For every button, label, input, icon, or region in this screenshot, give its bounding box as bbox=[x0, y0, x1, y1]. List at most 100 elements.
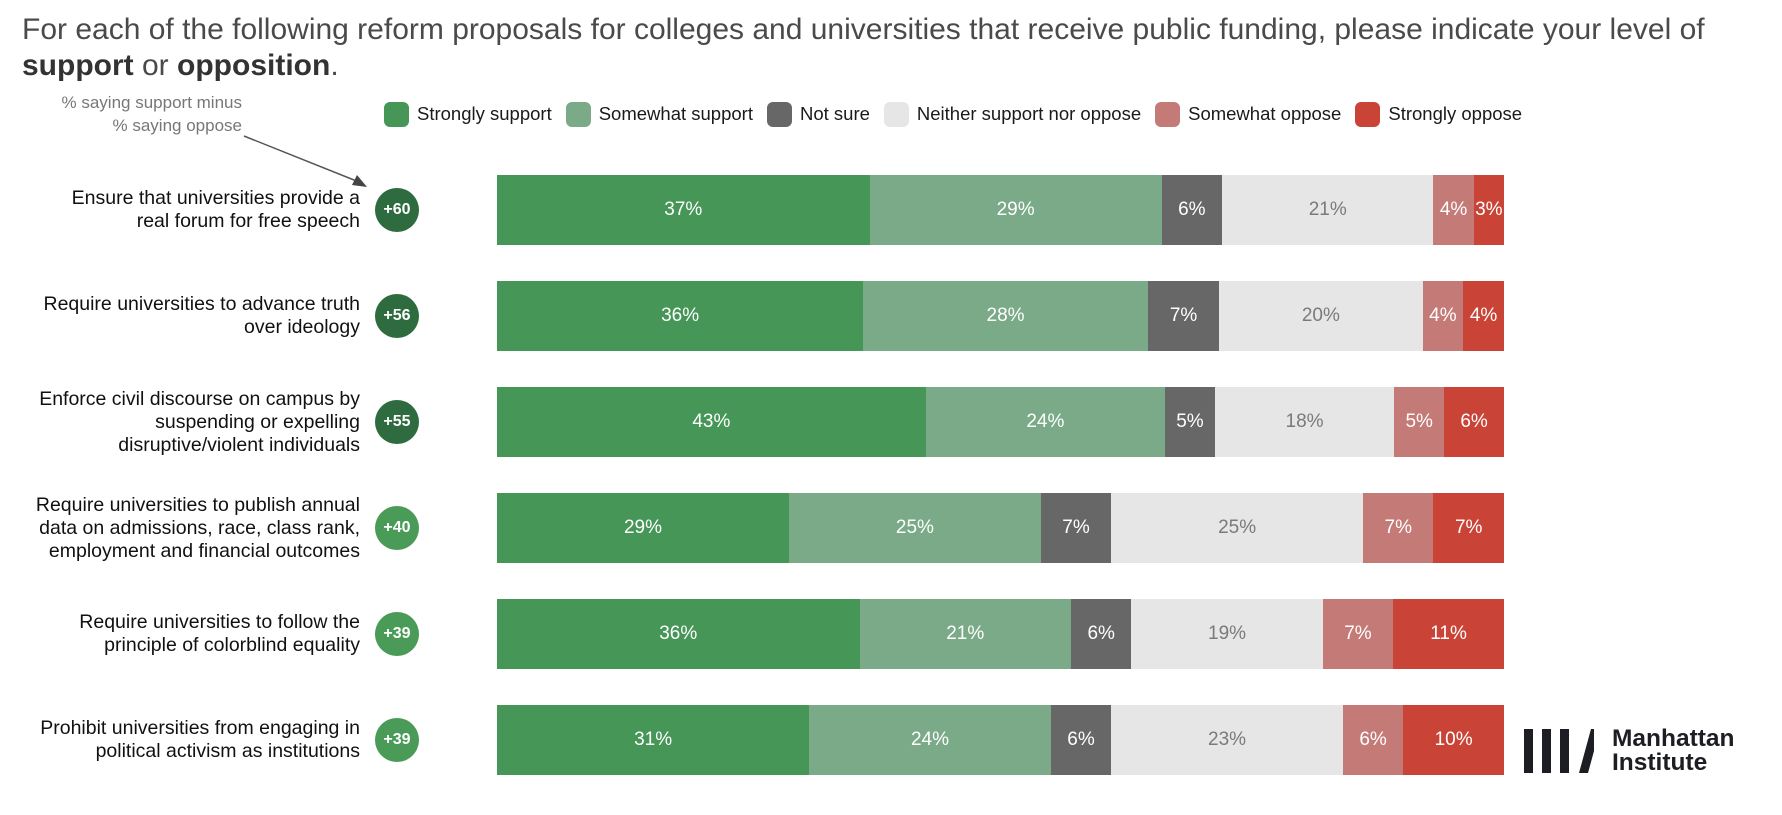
bar-segment-somewhat-support: 24% bbox=[809, 705, 1051, 775]
legend-item-strongly-oppose: Strongly oppose bbox=[1355, 101, 1523, 127]
legend-label: Strongly support bbox=[417, 103, 552, 124]
bar-segment-not-sure: 6% bbox=[1070, 599, 1132, 669]
category-label-line: employment and financial outcomes bbox=[48, 539, 360, 562]
bar-segment-somewhat-oppose: 7% bbox=[1322, 599, 1394, 669]
bar-segment-somewhat-oppose: 4% bbox=[1422, 281, 1464, 351]
bar-segment-not-sure: 7% bbox=[1147, 281, 1220, 351]
legend-swatch bbox=[766, 101, 792, 127]
logo-line-2: Institute bbox=[1612, 749, 1708, 776]
category-label-line: over ideology bbox=[244, 316, 360, 338]
bar-segment-strongly-oppose: 11% bbox=[1393, 599, 1504, 669]
category-label-line: Require universities to follow the bbox=[79, 611, 360, 633]
category-label-line: disruptive/violent individuals bbox=[118, 433, 360, 456]
category-label-line: political activism as institutions bbox=[95, 740, 360, 762]
bar-segment-not-sure: 6% bbox=[1050, 705, 1112, 775]
legend-swatch bbox=[883, 101, 909, 127]
category-label-line: Enforce civil discourse on campus by bbox=[39, 387, 360, 410]
stacked-bar: 31% 24% 6% 23% 6% 10% bbox=[497, 705, 1504, 775]
bar-segment-strongly-oppose: 4% bbox=[1463, 281, 1504, 351]
legend-item-not-sure: Not sure bbox=[766, 101, 870, 127]
bar-segment-strongly-oppose: 10% bbox=[1403, 705, 1504, 775]
legend-item-strongly-support: Strongly support bbox=[384, 101, 552, 127]
stacked-bar: 43% 24% 5% 18% 5% 6% bbox=[497, 387, 1504, 457]
title-suffix: . bbox=[330, 49, 339, 82]
bar-segment-somewhat-support: 29% bbox=[869, 175, 1162, 245]
chart-title: For each of the following reform proposa… bbox=[22, 12, 1742, 84]
bar-segment-strongly-support: 31% bbox=[497, 705, 810, 775]
legend-swatch bbox=[1355, 101, 1381, 127]
title-mid: or bbox=[133, 49, 178, 82]
bar-segment-strongly-support: 29% bbox=[497, 493, 790, 563]
bar-segment-somewhat-support: 28% bbox=[863, 281, 1148, 351]
legend-label: Somewhat support bbox=[598, 103, 753, 124]
net-score-badge: +55 bbox=[375, 400, 419, 444]
stacked-bar: 36% 21% 6% 19% 7% 11% bbox=[497, 599, 1504, 669]
bar-segment-strongly-support: 36% bbox=[497, 281, 864, 351]
legend-swatch bbox=[565, 101, 591, 127]
bar-segment-strongly-oppose: 7% bbox=[1433, 493, 1504, 563]
bar-segment-somewhat-support: 25% bbox=[789, 493, 1041, 563]
title-bold-support: support bbox=[22, 49, 134, 82]
stacked-bar: 36% 28% 7% 20% 4% 4% bbox=[497, 281, 1504, 351]
category-label-line: Require universities to publish annual bbox=[35, 493, 360, 516]
stacked-bar: 37% 29% 6% 21% 4% 3% bbox=[497, 175, 1504, 245]
category-label-line: suspending or expelling bbox=[155, 410, 360, 433]
category-label: Require universities to publish annual da… bbox=[20, 488, 360, 568]
bar-segment-strongly-support: 37% bbox=[497, 175, 870, 245]
category-label-line: Prohibit universities from engaging in bbox=[40, 717, 360, 739]
bar-segment-not-sure: 5% bbox=[1165, 387, 1215, 457]
legend-swatch bbox=[384, 101, 409, 127]
net-score-badge: +56 bbox=[375, 294, 419, 338]
net-score-badge: +39 bbox=[375, 718, 419, 762]
bar-segment-neither-support-nor-oppose: 23% bbox=[1111, 705, 1343, 775]
legend-label: Not sure bbox=[799, 103, 870, 124]
legend-label: Neither support nor oppose bbox=[916, 103, 1142, 124]
legend-item-somewhat-oppose: Somewhat oppose bbox=[1155, 101, 1342, 127]
category-label: Require universities to advance truth ove… bbox=[20, 276, 360, 356]
logo-text: Manhattan Institute bbox=[1612, 725, 1735, 776]
legend-label: Strongly oppose bbox=[1388, 103, 1523, 124]
bar-segment-neither-support-nor-oppose: 25% bbox=[1111, 493, 1363, 563]
bar-segment-strongly-oppose: 6% bbox=[1444, 387, 1504, 457]
bar-segment-somewhat-support: 21% bbox=[859, 599, 1071, 669]
bar-segment-somewhat-oppose: 7% bbox=[1363, 493, 1434, 563]
category-label-line: Ensure that universities provide a bbox=[71, 187, 360, 209]
bar-segment-neither-support-nor-oppose: 18% bbox=[1214, 387, 1395, 457]
bar-segment-somewhat-oppose: 6% bbox=[1342, 705, 1404, 775]
bar-segment-strongly-support: 43% bbox=[497, 387, 926, 457]
category-label: Require universities to follow the princi… bbox=[20, 594, 360, 674]
bar-segment-somewhat-oppose: 4% bbox=[1433, 175, 1474, 245]
bar-segment-neither-support-nor-oppose: 19% bbox=[1131, 599, 1323, 669]
chart-legend: Strongly support Somewhat support Not sure… bbox=[384, 100, 1536, 128]
bar-segment-somewhat-oppose: 5% bbox=[1394, 387, 1445, 457]
net-score-badge: +40 bbox=[375, 506, 419, 550]
bar-segment-not-sure: 7% bbox=[1040, 493, 1112, 563]
category-label-line: data on admissions, race, class rank, bbox=[39, 516, 360, 539]
logo-line-1: Manhattan bbox=[1612, 725, 1735, 752]
net-score-badge: +39 bbox=[375, 612, 419, 656]
bar-segment-neither-support-nor-oppose: 21% bbox=[1222, 175, 1434, 245]
category-label-line: real forum for free speech bbox=[136, 210, 360, 232]
bar-segment-somewhat-support: 24% bbox=[925, 387, 1165, 457]
legend-label: Somewhat oppose bbox=[1188, 103, 1342, 124]
category-label: Enforce civil discourse on campus by susp… bbox=[20, 382, 360, 462]
logo-bars-icon bbox=[1524, 729, 1594, 773]
net-annotation: % saying support minus % saying oppose bbox=[20, 91, 242, 137]
bar-segment-strongly-support: 36% bbox=[497, 599, 860, 669]
category-label-line: principle of colorblind equality bbox=[104, 634, 360, 656]
bar-segment-strongly-oppose: 3% bbox=[1473, 175, 1504, 245]
legend-item-neither-support-nor-oppose: Neither support nor oppose bbox=[883, 101, 1142, 127]
category-label-line: Require universities to advance truth bbox=[43, 293, 360, 315]
stacked-bar: 29% 25% 7% 25% 7% 7% bbox=[497, 493, 1504, 563]
net-annotation-line2: % saying oppose bbox=[112, 116, 242, 135]
net-annotation-line1: % saying support minus bbox=[61, 93, 242, 112]
title-prefix: For each of the following reform proposa… bbox=[22, 13, 1705, 46]
manhattan-institute-logo: Manhattan Institute bbox=[1524, 725, 1735, 776]
category-label: Ensure that universities provide a real f… bbox=[20, 170, 360, 250]
title-bold-opposition: opposition bbox=[177, 49, 331, 82]
legend-item-somewhat-support: Somewhat support bbox=[565, 101, 753, 127]
category-label: Prohibit universities from engaging in po… bbox=[20, 700, 360, 780]
legend-swatch bbox=[1155, 101, 1181, 127]
bar-segment-neither-support-nor-oppose: 20% bbox=[1219, 281, 1423, 351]
net-score-badge: +60 bbox=[375, 188, 419, 232]
